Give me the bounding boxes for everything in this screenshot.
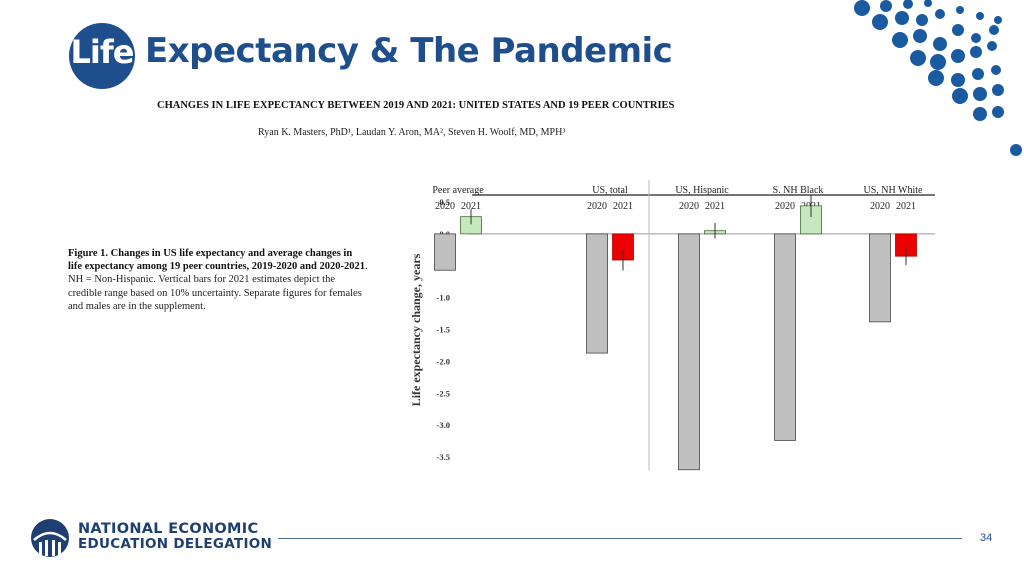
- group-label: US, Hispanic: [675, 185, 729, 196]
- y-tick-label: -3.0: [437, 420, 450, 430]
- y-tick-label: -1.5: [437, 325, 450, 335]
- dot: [994, 16, 1002, 24]
- group-label: US, total: [592, 185, 628, 196]
- life-logo-circle: [69, 23, 135, 89]
- dot: [930, 54, 946, 70]
- org-line-2: EDUCATION DELEGATION: [78, 536, 273, 552]
- dot: [903, 0, 913, 9]
- dot: [956, 6, 964, 14]
- group-label: Peer average: [432, 185, 484, 196]
- dot: [992, 84, 1004, 96]
- year-label: 2020: [870, 201, 890, 212]
- bar-2020: [434, 233, 456, 271]
- bar-2020: [586, 233, 608, 354]
- dot: [971, 33, 981, 43]
- bar-chart: Life expectancy change, years0.50.0-0.5-…: [409, 180, 935, 471]
- org-line-1: NATIONAL ECONOMIC: [78, 521, 259, 537]
- dot: [952, 24, 964, 36]
- y-tick-label: 0.5: [439, 197, 450, 207]
- dot: [895, 11, 909, 25]
- caption-rest: . NH = Non-Hispanic. Vertical bars for 2…: [68, 261, 368, 312]
- year-label: 2020: [435, 201, 455, 212]
- dot: [972, 68, 984, 80]
- dot: [976, 12, 984, 20]
- caption-bold: Figure 1. Changes in US life expectancy …: [68, 248, 365, 273]
- y-tick-label: -1.0: [437, 293, 450, 303]
- dot: [970, 46, 982, 58]
- dot: [854, 0, 870, 16]
- y-tick-label: -2.0: [437, 356, 450, 366]
- y-tick-label: -3.5: [437, 452, 450, 462]
- dot: [973, 87, 987, 101]
- dot: [1010, 144, 1022, 156]
- group-label: US, NH White: [864, 185, 924, 196]
- dot: [992, 106, 1004, 118]
- dot: [913, 29, 927, 43]
- dot: [916, 14, 928, 26]
- dot: [880, 0, 892, 12]
- dot: [952, 88, 968, 104]
- bar-2020: [678, 233, 700, 471]
- year-label: 2020: [775, 201, 795, 212]
- dot: [872, 14, 888, 30]
- footer-divider: [278, 538, 962, 539]
- year-label: 2020: [587, 201, 607, 212]
- dot: [933, 37, 947, 51]
- figure-caption: Figure 1. Changes in US life expectancy …: [68, 247, 368, 313]
- dot: [892, 32, 908, 48]
- dot: [973, 107, 987, 121]
- paper-title: CHANGES IN LIFE EXPECTANCY BETWEEN 2019 …: [157, 100, 675, 111]
- dot: [924, 0, 932, 7]
- group-label: S. NH Black: [773, 185, 824, 196]
- dot: [910, 50, 926, 66]
- title-logo-word: Life: [70, 33, 135, 71]
- bar-2020: [774, 233, 796, 441]
- paper-authors: Ryan K. Masters, PhD¹, Laudan Y. Aron, M…: [258, 127, 566, 138]
- y-tick-label: -2.5: [437, 388, 450, 398]
- dot: [935, 9, 945, 19]
- year-label: 2021: [896, 201, 916, 212]
- year-label: 2021: [461, 201, 481, 212]
- year-label: 2021: [613, 201, 633, 212]
- organization-name: NATIONAL ECONOMIC EDUCATION DELEGATION: [78, 522, 272, 552]
- dot: [987, 41, 997, 51]
- year-label: 2020: [679, 201, 699, 212]
- bar-2020: [869, 233, 891, 323]
- dot: [928, 70, 944, 86]
- dot: [951, 73, 965, 87]
- page-number: 34: [980, 532, 993, 544]
- dot: [989, 25, 999, 35]
- page-title: Expectancy & The Pandemic: [145, 31, 673, 71]
- dot: [991, 65, 1001, 75]
- decorative-dots: [854, 0, 1022, 156]
- dot: [951, 49, 965, 63]
- ned-globe-icon: [31, 519, 69, 557]
- year-label: 2021: [705, 201, 725, 212]
- y-axis-label: Life expectancy change, years: [409, 253, 423, 406]
